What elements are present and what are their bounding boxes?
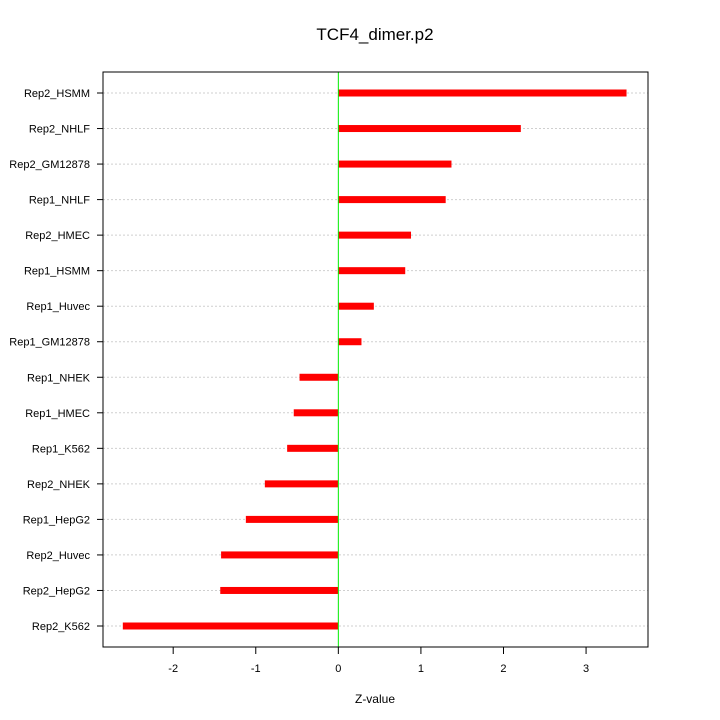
bar (338, 302, 374, 310)
bar (221, 551, 339, 559)
category-label: Rep2_NHLF (29, 124, 90, 136)
category-label: Rep1_K562 (32, 443, 90, 455)
bars (122, 89, 627, 630)
category-label: Rep2_K562 (32, 621, 90, 633)
x-tick-label: 2 (500, 663, 506, 675)
category-label: Rep1_NHLF (29, 195, 90, 207)
bar (287, 444, 339, 452)
category-label: Rep1_HMEC (25, 408, 90, 420)
category-label: Rep2_HepG2 (23, 585, 90, 597)
bar (245, 515, 339, 523)
x-axis: -2 -1 0 1 2 3 (168, 646, 589, 675)
bar (338, 338, 362, 346)
x-axis-title: Z-value (355, 692, 395, 706)
bar (338, 196, 446, 204)
grid-lines (103, 92, 648, 627)
x-tick-label: 3 (583, 663, 589, 675)
category-label: Rep2_Huvec (26, 550, 90, 562)
bar (299, 373, 339, 381)
bar (264, 480, 339, 488)
category-label: Rep1_GM12878 (9, 337, 90, 349)
x-tick-label: -1 (251, 663, 261, 675)
category-label: Rep2_NHEK (27, 479, 91, 491)
category-label: Rep2_GM12878 (9, 159, 90, 171)
bar (338, 89, 627, 97)
bar (293, 409, 339, 417)
bar (338, 160, 452, 168)
x-tick-label: 0 (335, 663, 341, 675)
category-label: Rep1_Huvec (26, 301, 90, 313)
category-label: Rep1_HepG2 (23, 514, 90, 526)
x-tick-label: 1 (418, 663, 424, 675)
bar (338, 231, 412, 239)
bar (338, 125, 521, 133)
category-labels: Rep2_HSMM Rep2_NHLF Rep2_GM12878 Rep1_NHLF R… (9, 88, 103, 633)
bar (122, 622, 339, 630)
chart-title: TCF4_dimer.p2 (316, 25, 433, 44)
category-label: Rep2_HMEC (25, 230, 90, 242)
category-label: Rep1_HSMM (24, 266, 90, 278)
category-label: Rep2_HSMM (24, 88, 90, 100)
category-label: Rep1_NHEK (27, 372, 91, 384)
bar (220, 586, 339, 594)
bar (338, 267, 406, 275)
plot-frame (102, 71, 649, 648)
x-tick-label: -2 (168, 663, 178, 675)
